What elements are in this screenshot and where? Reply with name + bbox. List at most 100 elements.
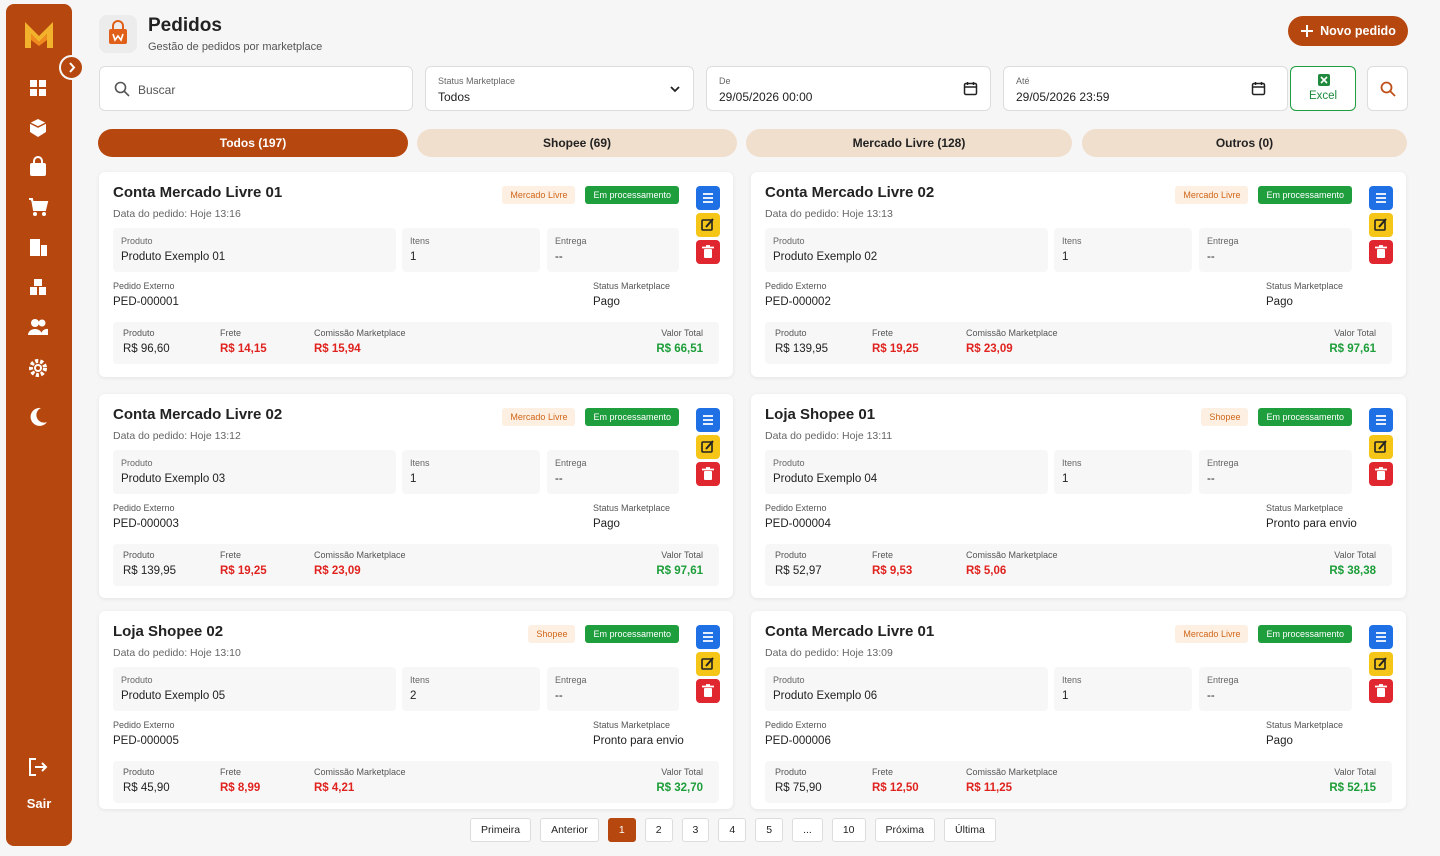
items-cell: Itens 1	[402, 450, 540, 494]
freight-label: Frete	[220, 550, 242, 560]
view-button[interactable]	[1369, 408, 1393, 432]
page-button[interactable]: 3	[681, 818, 710, 842]
filter-tab[interactable]: Shopee (69)	[417, 129, 737, 157]
date-to-value: 29/05/2026 23:59	[1016, 90, 1110, 104]
delete-button[interactable]	[1369, 679, 1393, 703]
order-badges: Shopee Em processamento	[1201, 408, 1352, 426]
edit-button[interactable]	[696, 435, 720, 459]
nav-orders[interactable]	[27, 156, 49, 178]
delivery-label: Entrega	[555, 236, 587, 246]
edit-button[interactable]	[696, 652, 720, 676]
marketplace-status-label: Status Marketplace	[593, 281, 671, 291]
delivery-label: Entrega	[1207, 458, 1239, 468]
commission-value: R$ 11,25	[966, 782, 1013, 794]
delete-button[interactable]	[696, 240, 720, 264]
delivery-cell: Entrega --	[547, 228, 679, 272]
status-select-label: Status Marketplace	[438, 76, 516, 86]
product-value: Produto Exemplo 04	[773, 473, 878, 485]
marketplace-status: Status Marketplace Pago	[1266, 720, 1343, 747]
items-label: Itens	[1062, 236, 1082, 246]
page-button[interactable]: Última	[944, 818, 996, 842]
price-value: R$ 139,95	[123, 565, 177, 577]
nav-cart[interactable]	[27, 196, 49, 218]
date-from[interactable]: De 29/05/2026 00:00	[706, 66, 991, 111]
view-button[interactable]	[696, 186, 720, 210]
excel-button[interactable]: Excel	[1290, 66, 1356, 111]
delete-button[interactable]	[696, 462, 720, 486]
nav-stock[interactable]	[27, 276, 49, 298]
page-button[interactable]: Anterior	[540, 818, 599, 842]
delivery-label: Entrega	[1207, 675, 1239, 685]
view-button[interactable]	[696, 408, 720, 432]
theme-toggle[interactable]	[27, 406, 49, 428]
marketplace-badge: Shopee	[1201, 408, 1249, 426]
delivery-cell: Entrega --	[1199, 450, 1352, 494]
filter-tab[interactable]: Outros (0)	[1082, 129, 1407, 157]
total-label: Valor Total	[661, 550, 703, 560]
commission-label: Comissão Marketplace	[966, 550, 1058, 560]
total-label: Valor Total	[1334, 550, 1376, 560]
edit-button[interactable]	[1369, 652, 1393, 676]
items-value: 1	[1062, 690, 1069, 702]
filter-tab[interactable]: Todos (197)	[98, 129, 408, 157]
commission-value: R$ 23,09	[966, 343, 1013, 355]
edit-button[interactable]	[1369, 435, 1393, 459]
new-order-button[interactable]: Novo pedido	[1288, 16, 1408, 46]
search-input[interactable]: Buscar	[99, 66, 413, 111]
nav-users[interactable]	[27, 316, 49, 338]
logout-icon[interactable]	[27, 756, 49, 778]
product-cell: Produto Produto Exemplo 04	[765, 450, 1048, 494]
total-value: R$ 66,51	[656, 343, 703, 355]
date-to[interactable]: Até 29/05/2026 23:59	[1003, 66, 1288, 111]
status-select[interactable]: Status Marketplace Todos	[425, 66, 694, 111]
view-button[interactable]	[1369, 186, 1393, 210]
date-from-label: De	[719, 76, 731, 86]
edit-button[interactable]	[696, 213, 720, 237]
freight-label: Frete	[220, 328, 242, 338]
page-button[interactable]: Primeira	[470, 818, 532, 842]
nav-settings[interactable]	[27, 357, 49, 379]
pagination: Primeira Anterior 1 2 3 4 5... 10 Próxima Última	[470, 818, 996, 842]
page-button[interactable]: 5	[755, 818, 784, 842]
product-cell: Produto Produto Exemplo 01	[113, 228, 396, 272]
view-button[interactable]	[696, 625, 720, 649]
page-button[interactable]: 10	[831, 818, 866, 842]
order-account: Conta Mercado Livre 01	[113, 184, 283, 201]
commission-value: R$ 4,21	[314, 782, 355, 794]
marketplace-status-value: Pronto para envio	[593, 735, 684, 747]
items-label: Itens	[410, 458, 430, 468]
view-button[interactable]	[1369, 625, 1393, 649]
sidebar-toggle[interactable]	[59, 55, 84, 80]
items-cell: Itens 2	[402, 667, 540, 711]
delete-button[interactable]	[1369, 240, 1393, 264]
page-button[interactable]: Próxima	[874, 818, 936, 842]
order-account: Loja Shopee 02	[113, 623, 224, 640]
product-value: Produto Exemplo 06	[773, 690, 878, 702]
marketplace-status: Status Marketplace Pago	[1266, 281, 1343, 308]
page-button[interactable]: ...	[792, 818, 823, 842]
commission-value: R$ 5,06	[966, 565, 1007, 577]
order-date: Data do pedido: Hoje 13:13	[765, 208, 893, 220]
price-value: R$ 75,90	[775, 782, 822, 794]
delivery-value: --	[1207, 690, 1215, 702]
nav-reports[interactable]	[27, 236, 49, 258]
page-button[interactable]: 4	[718, 818, 747, 842]
logout-label[interactable]: Sair	[26, 796, 52, 811]
search-button[interactable]	[1367, 66, 1408, 111]
commission-label: Comissão Marketplace	[966, 328, 1058, 338]
edit-button[interactable]	[1369, 213, 1393, 237]
page-button[interactable]: 1	[607, 818, 636, 842]
items-label: Itens	[410, 236, 430, 246]
page-button[interactable]: 2	[644, 818, 673, 842]
filter-tab[interactable]: Mercado Livre (128)	[746, 129, 1072, 157]
product-cell: Produto Produto Exemplo 03	[113, 450, 396, 494]
delete-button[interactable]	[1369, 462, 1393, 486]
delete-button[interactable]	[696, 679, 720, 703]
nav-products[interactable]	[27, 117, 49, 139]
product-label: Produto	[773, 675, 805, 685]
items-cell: Itens 1	[1054, 228, 1192, 272]
header-icon	[99, 15, 137, 53]
nav-dashboard[interactable]	[27, 77, 49, 99]
status-badge: Em processamento	[1258, 408, 1352, 426]
